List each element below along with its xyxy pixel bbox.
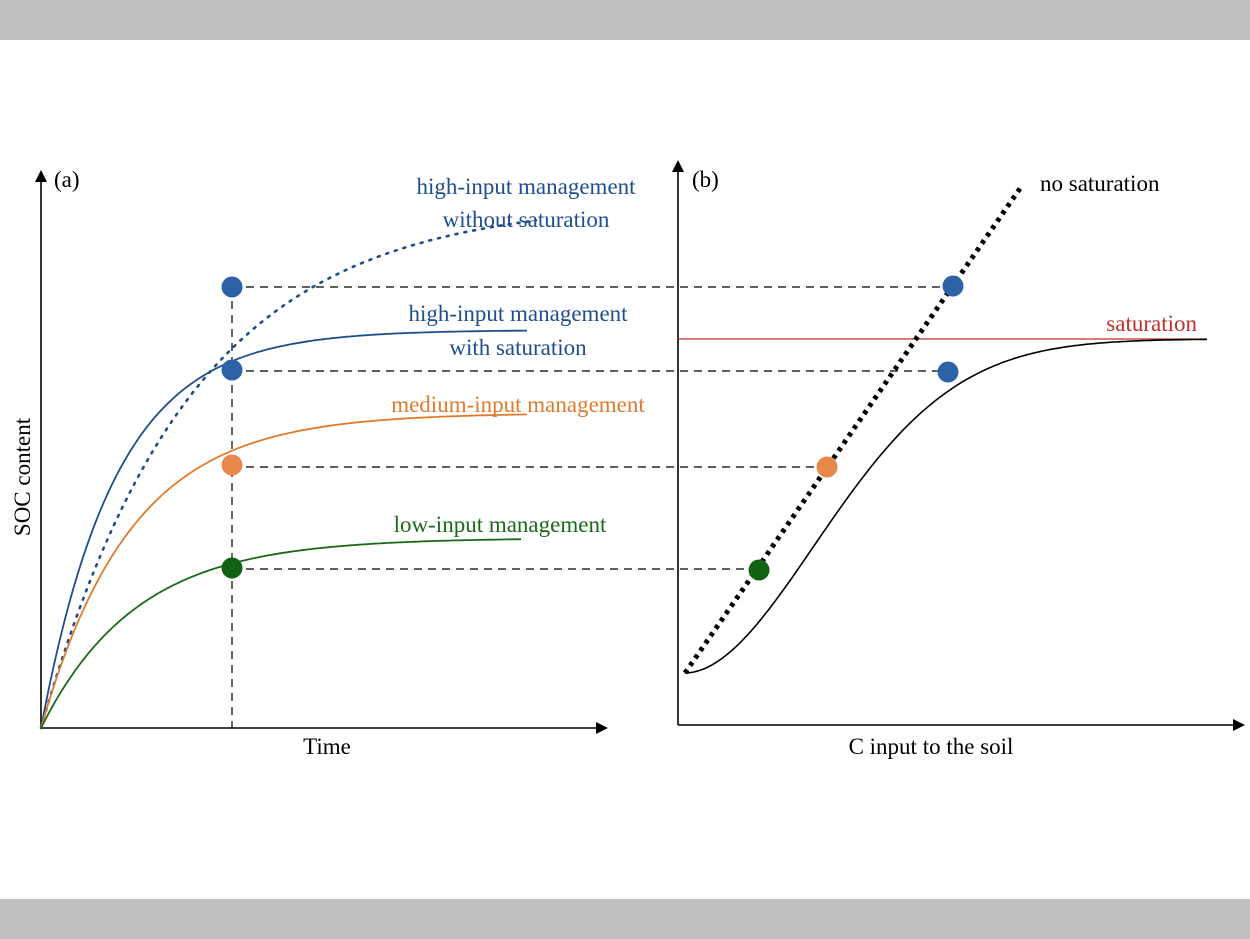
curve-high-input-with-saturation <box>40 329 527 729</box>
bottom-gray-band <box>0 899 1250 939</box>
panel-a: (a) high-input management without satura… <box>10 167 645 759</box>
label-saturation: saturation <box>1106 311 1197 336</box>
marker-a-high-nosat <box>221 276 243 298</box>
marker-a-medium <box>221 454 243 476</box>
marker-b-high-sat <box>937 361 959 383</box>
curve-low-input <box>40 538 522 729</box>
marker-b-high-nosat <box>942 275 964 297</box>
label-high-nosat-line2: without saturation <box>443 207 610 232</box>
panel-a-x-label: Time <box>303 734 351 759</box>
label-low: low-input management <box>394 512 607 537</box>
line-no-saturation <box>682 185 1024 675</box>
label-high-sat-line2: with saturation <box>449 335 587 360</box>
panel-a-label: (a) <box>54 167 80 192</box>
curve-high-input-without-saturation <box>39 219 538 730</box>
panel-a-y-label: SOC content <box>10 417 35 536</box>
label-high-sat-line1: high-input management <box>408 301 628 326</box>
panel-b: (b) no saturation saturation C input to … <box>672 160 1245 759</box>
connector-lines <box>232 286 953 570</box>
top-gray-band <box>0 0 1250 40</box>
panel-b-x-label: C input to the soil <box>849 734 1014 759</box>
markers <box>221 275 964 581</box>
label-medium: medium-input management <box>391 392 645 417</box>
curve-b-with-saturation <box>684 338 1207 674</box>
label-no-saturation: no saturation <box>1040 171 1160 196</box>
panel-b-label: (b) <box>692 167 719 192</box>
marker-b-medium <box>816 456 838 478</box>
marker-b-low <box>748 559 770 581</box>
label-high-nosat-line1: high-input management <box>416 174 636 199</box>
marker-a-low <box>221 557 243 579</box>
curve-medium-input <box>40 413 528 729</box>
marker-a-high-sat <box>221 359 243 381</box>
